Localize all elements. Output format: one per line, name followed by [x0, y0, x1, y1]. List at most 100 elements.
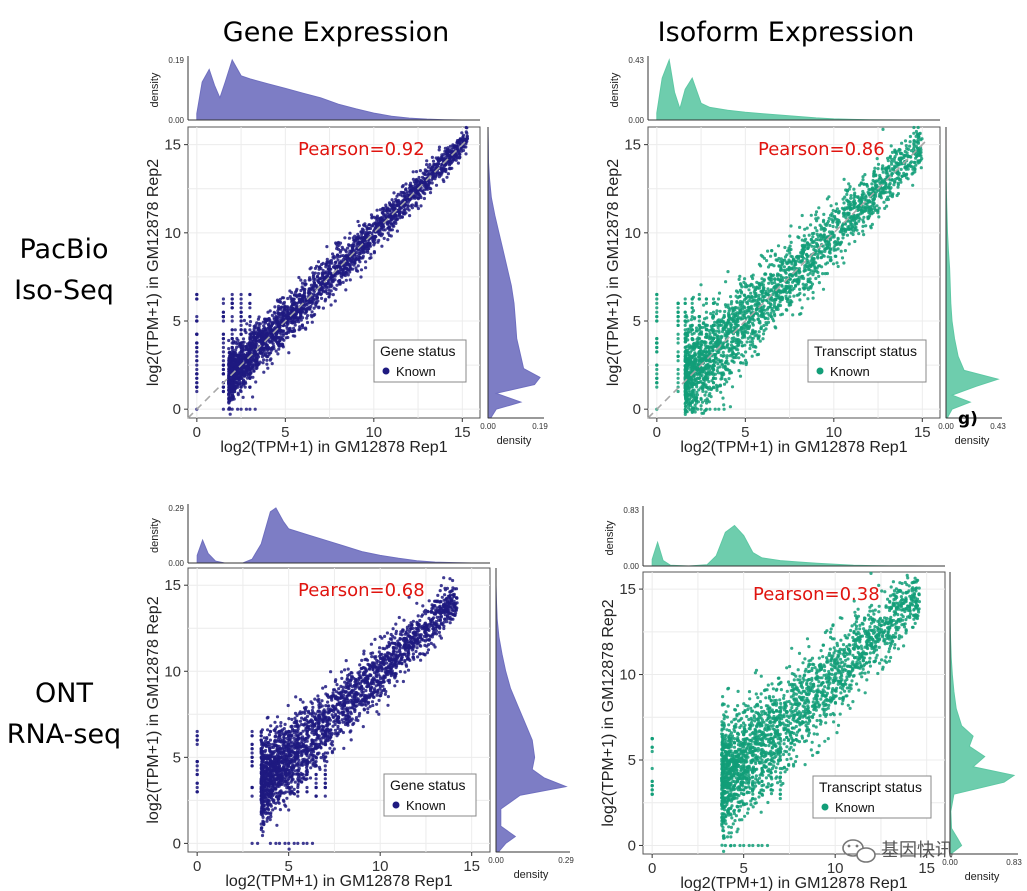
data-point	[248, 345, 252, 350]
data-point	[882, 200, 886, 204]
data-point	[817, 281, 822, 285]
data-point	[240, 366, 244, 371]
data-point	[405, 190, 409, 194]
data-point	[708, 332, 712, 336]
data-point	[414, 179, 418, 183]
legend-title: Gene status	[380, 343, 456, 359]
data-point	[704, 390, 708, 394]
data-point	[893, 164, 897, 168]
data-point	[914, 156, 918, 160]
data-point	[333, 299, 337, 303]
data-point	[267, 353, 271, 357]
data-point	[378, 208, 382, 212]
data-point	[769, 254, 773, 258]
data-point	[279, 300, 283, 304]
data-point	[253, 338, 257, 342]
data-point	[310, 320, 314, 324]
data-point	[888, 187, 892, 191]
data-point	[381, 223, 385, 227]
data-point	[297, 328, 301, 332]
data-point	[359, 230, 363, 234]
data-point	[315, 275, 319, 279]
pearson-label: Pearson=0.92	[298, 139, 425, 160]
data-point	[821, 272, 825, 276]
data-point	[244, 381, 248, 385]
data-point	[440, 155, 444, 159]
data-point	[251, 363, 255, 367]
data-point	[768, 302, 773, 306]
data-point	[230, 350, 234, 354]
data-point	[354, 266, 358, 270]
data-point	[300, 281, 305, 285]
data-point	[391, 200, 396, 204]
data-point	[422, 196, 426, 201]
data-point	[862, 182, 866, 186]
data-point	[708, 392, 712, 396]
data-point	[418, 169, 422, 173]
data-point	[221, 407, 225, 411]
data-point	[423, 173, 428, 177]
data-point	[779, 297, 783, 302]
data-point	[305, 320, 310, 325]
data-point	[758, 339, 762, 343]
data-point	[875, 208, 880, 212]
data-point	[842, 201, 846, 205]
data-point	[227, 407, 231, 411]
data-point	[457, 156, 461, 160]
data-point	[416, 197, 420, 201]
data-point	[299, 288, 303, 293]
data-point	[276, 352, 280, 356]
data-point	[762, 298, 766, 302]
data-point	[425, 159, 429, 163]
data-point	[724, 280, 728, 284]
data-point	[744, 329, 748, 334]
data-point	[811, 273, 815, 277]
data-point	[274, 349, 278, 353]
data-point	[239, 306, 243, 310]
data-point	[282, 338, 286, 342]
data-point	[714, 356, 718, 360]
data-point	[823, 227, 828, 232]
data-point	[303, 299, 307, 303]
data-point	[356, 269, 360, 273]
data-point	[721, 396, 725, 400]
data-point	[236, 391, 240, 395]
data-point	[348, 278, 352, 282]
data-point	[294, 311, 299, 316]
data-point	[721, 354, 725, 358]
data-point	[872, 174, 876, 178]
data-point	[784, 271, 788, 275]
data-point	[404, 188, 408, 192]
data-point	[761, 337, 765, 341]
data-point	[284, 305, 288, 309]
data-point	[833, 254, 837, 258]
data-point	[902, 155, 906, 160]
top-density-curve	[196, 58, 480, 121]
data-point	[914, 140, 919, 144]
data-point	[709, 312, 713, 316]
data-point	[860, 193, 864, 197]
data-point	[402, 191, 406, 195]
data-point	[252, 369, 256, 373]
data-point	[825, 197, 830, 201]
data-point	[244, 407, 248, 411]
data-point	[278, 314, 282, 318]
data-point	[239, 323, 243, 327]
data-point	[904, 167, 908, 171]
data-point	[287, 317, 291, 322]
data-point	[719, 390, 723, 394]
data-point	[408, 189, 412, 193]
data-point	[890, 150, 895, 154]
data-point	[195, 367, 199, 372]
data-point	[361, 254, 365, 258]
data-point	[833, 214, 837, 219]
data-point	[221, 350, 225, 354]
data-point	[269, 357, 273, 361]
data-point	[385, 208, 389, 212]
data-point	[300, 309, 305, 313]
data-point	[689, 358, 693, 362]
data-point	[455, 144, 459, 148]
data-point	[686, 319, 690, 323]
data-point	[233, 328, 237, 332]
